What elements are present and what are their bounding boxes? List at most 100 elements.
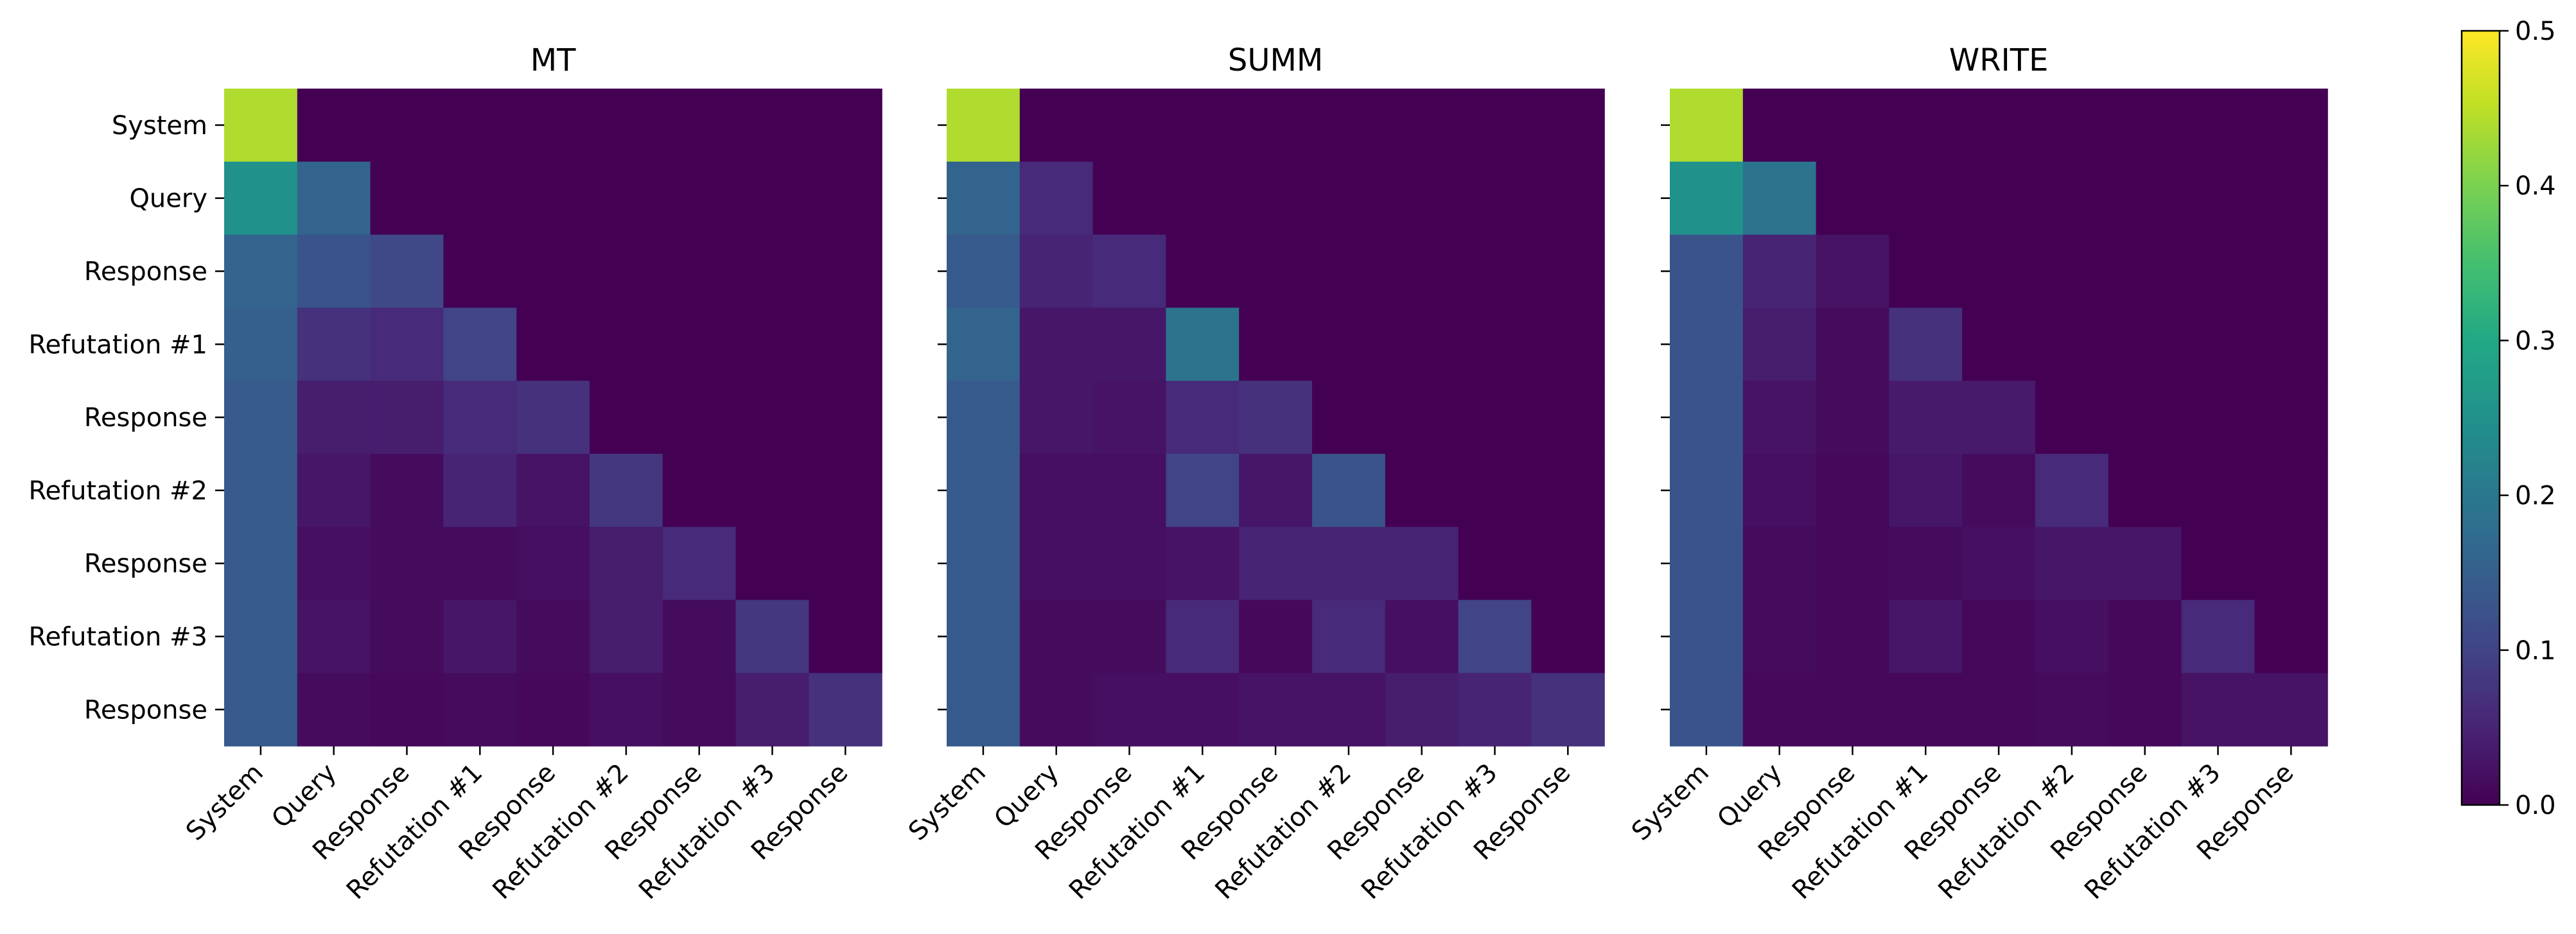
heatmap-cell (2108, 454, 2182, 528)
heatmap-cell (1816, 307, 1889, 381)
heatmap-cell (2108, 234, 2182, 308)
heatmap-cell (809, 454, 882, 528)
heatmap-cell (1531, 89, 1605, 162)
heatmap-cell (1385, 89, 1459, 162)
heatmap-cell (1166, 234, 1240, 308)
heatmap-cell (809, 307, 882, 381)
heatmap-cell (2181, 454, 2255, 528)
heatmap-cell (662, 526, 737, 601)
heatmap-cell (297, 600, 371, 673)
heatmap-cell (809, 234, 882, 308)
heatmap-cell (2035, 381, 2109, 454)
heatmap-cell (1166, 307, 1240, 381)
heatmap-cell (297, 161, 371, 236)
colorbar-gradient (2460, 30, 2501, 806)
heatmap-cell (1166, 454, 1240, 528)
heatmap-cell (297, 381, 371, 454)
heatmap-cell (443, 381, 517, 454)
heatmap-cell (2254, 381, 2328, 454)
heatmap-cell (297, 234, 371, 308)
heatmap-cell (224, 381, 298, 454)
heatmap-cell (2035, 234, 2109, 308)
heatmap-cell (2181, 307, 2255, 381)
heatmap-cell (1092, 307, 1166, 381)
heatmap-cell (1239, 89, 1313, 162)
heatmap-cell (1742, 307, 1817, 381)
heatmap-cell (516, 161, 590, 236)
heatmap-cell (2254, 307, 2328, 381)
heatmap-cell (516, 526, 590, 601)
heatmap-cell (2254, 161, 2328, 236)
colorbar: 0.0 0.1 0.2 0.3 0.4 0.5 (2460, 17, 2556, 820)
heatmap-cell (735, 381, 809, 454)
heatmap-cell (1092, 381, 1166, 454)
heatmap-cell (1019, 234, 1094, 308)
heatmap-cell (516, 673, 590, 747)
heatmap-cell (1962, 234, 2036, 308)
heatmap-cell (370, 89, 444, 162)
heatmap-cell (224, 307, 298, 381)
heatmap-cell (1385, 600, 1459, 673)
heatmap-cell (443, 454, 517, 528)
heatmap-cell (1312, 234, 1386, 308)
heatmap-cell (2108, 307, 2182, 381)
heatmap-cell (2254, 454, 2328, 528)
heatmap-cell (1458, 89, 1532, 162)
heatmap-cell (370, 234, 444, 308)
heatmap-cell (1312, 381, 1386, 454)
heatmap-cell (662, 89, 737, 162)
heatmap-cell (1816, 89, 1889, 162)
heatmap-cell (297, 89, 371, 162)
heatmap-cell (2181, 381, 2255, 454)
heatmap-cell (1962, 89, 2036, 162)
y-tick-label: Refutation #1 (28, 330, 207, 359)
heatmap-cell (1889, 161, 1963, 236)
heatmap-cell (370, 526, 444, 601)
heatmap-cell (224, 600, 298, 673)
heatmap-cell (1889, 307, 1963, 381)
heatmap-cell (1019, 161, 1094, 236)
heatmap-cell (947, 307, 1021, 381)
heatmap-cell (516, 454, 590, 528)
heatmap-cell (1312, 161, 1386, 236)
heatmap-cell (443, 234, 517, 308)
heatmap-cell (1816, 381, 1889, 454)
y-tick-label: Refutation #3 (28, 623, 207, 652)
heatmap-cell (297, 673, 371, 747)
colorbar-tick-label: 0.5 (2515, 17, 2556, 46)
heatmap-cell (1531, 161, 1605, 236)
y-tick-label: Query (129, 184, 207, 214)
heatmap-cell (2181, 673, 2255, 747)
heatmap-cell (1239, 600, 1313, 673)
heatmap-cell (1742, 161, 1817, 236)
heatmap-cell (1458, 234, 1532, 308)
colorbar-tick-label: 0.0 (2515, 791, 2556, 820)
heatmap-cell (662, 161, 737, 236)
heatmap-cell (1166, 161, 1240, 236)
heatmap-cell (2181, 89, 2255, 162)
heatmap-cell (1239, 526, 1313, 601)
x-tick-label: System (180, 758, 269, 847)
heatmap-cell (809, 89, 882, 162)
heatmap-cell (1742, 234, 1817, 308)
heatmap-cell (2254, 600, 2328, 673)
heatmap-cell (1385, 673, 1459, 747)
heatmap-cell (735, 234, 809, 308)
heatmap-cell (1742, 600, 1817, 673)
heatmap-cell (1816, 234, 1889, 308)
heatmap-cell (224, 161, 298, 236)
heatmap-cell (1019, 600, 1094, 673)
heatmap-cell (297, 526, 371, 601)
heatmap-cell (1670, 526, 1744, 601)
heatmap-cell (590, 600, 663, 673)
heatmap-cell (947, 600, 1021, 673)
heatmap-cell (1166, 381, 1240, 454)
heatmap-cell (297, 454, 371, 528)
heatmap-cell (1531, 234, 1605, 308)
heatmap-cell (1742, 673, 1817, 747)
heatmap-cell (1312, 600, 1386, 673)
heatmap-cell (2108, 526, 2182, 601)
heatmap-cell (735, 526, 809, 601)
heatmap-cell (1312, 307, 1386, 381)
